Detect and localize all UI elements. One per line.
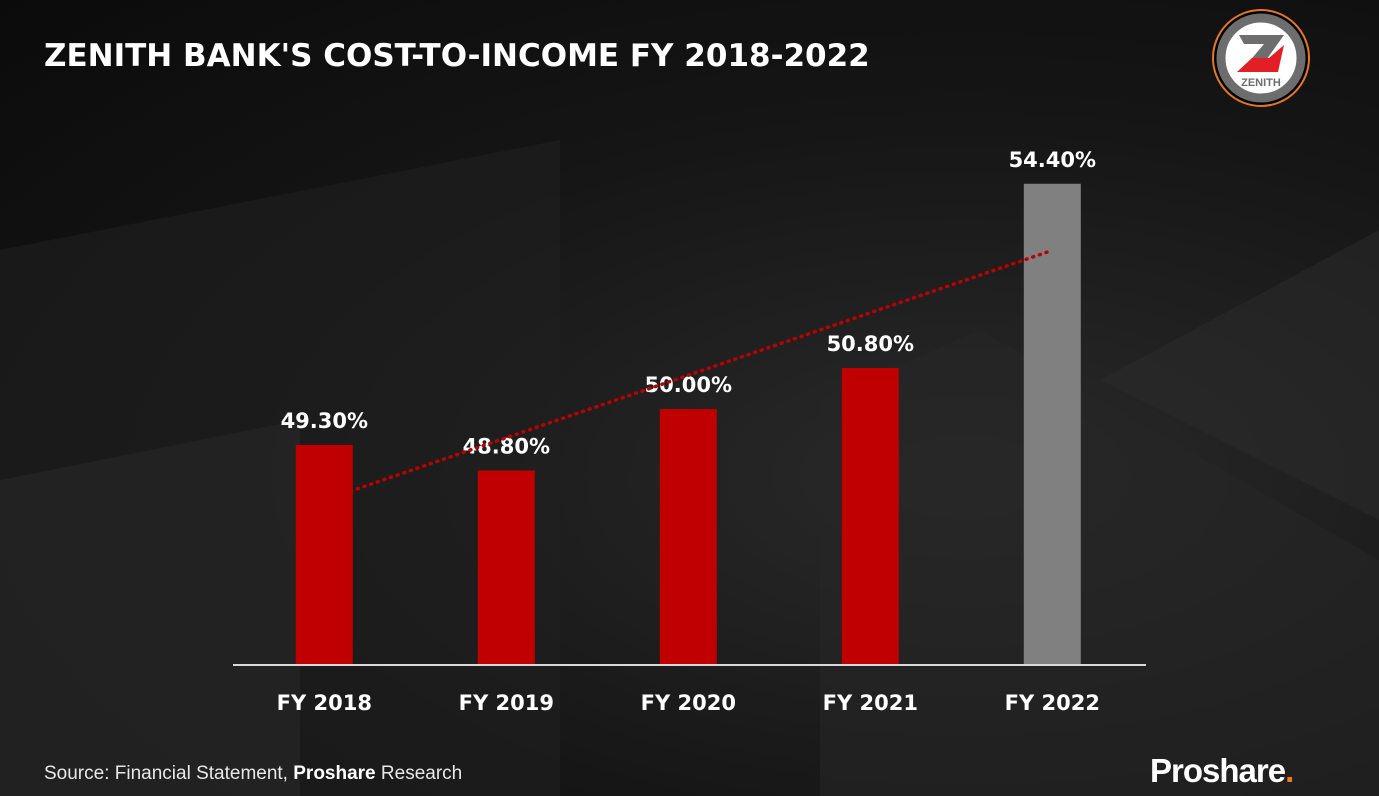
x-tick-label: FY 2018 xyxy=(277,691,372,715)
bar-fy-2022 xyxy=(1023,183,1081,665)
data-label: 49.30% xyxy=(281,409,368,433)
data-label: 54.40% xyxy=(1009,148,1096,172)
zenith-logo: ZENITH xyxy=(1212,9,1310,107)
source-bold: Proshare xyxy=(293,763,376,784)
bar-fy-2018 xyxy=(295,444,353,665)
source-prefix: Source: Financial Statement, xyxy=(44,763,294,784)
x-tick-label: FY 2019 xyxy=(459,691,554,715)
bar-fy-2020 xyxy=(659,409,717,665)
data-label: 50.00% xyxy=(645,373,732,397)
bar-fy-2021 xyxy=(841,368,899,665)
brand-dot: . xyxy=(1285,752,1294,789)
source-note: Source: Financial Statement, Proshare Re… xyxy=(44,763,462,785)
bar-fy-2019 xyxy=(477,470,535,665)
source-suffix: Research xyxy=(375,763,463,784)
x-tick-label: FY 2020 xyxy=(641,691,736,715)
proshare-brand: Proshare. xyxy=(1150,752,1294,790)
svg-text:ZENITH: ZENITH xyxy=(1241,77,1281,89)
x-tick-label: FY 2022 xyxy=(1005,691,1100,715)
trendline xyxy=(322,248,1055,502)
x-tick-label: FY 2021 xyxy=(823,691,918,715)
brand-name: Proshare xyxy=(1150,752,1286,789)
chart-title: ZENITH BANK'S COST-TO-INCOME FY 2018-202… xyxy=(44,38,870,74)
data-label: 50.80% xyxy=(827,332,914,356)
